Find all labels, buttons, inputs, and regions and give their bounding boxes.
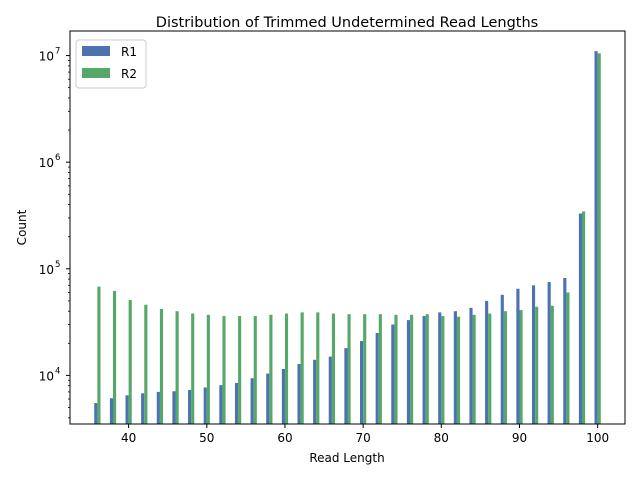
legend-swatch-r1 bbox=[82, 46, 110, 56]
bar-r1-74 bbox=[391, 324, 395, 424]
y-tick-exponent: 6 bbox=[55, 153, 60, 163]
y-tick-exponent: 4 bbox=[55, 366, 60, 376]
chart-title: Distribution of Trimmed Undetermined Rea… bbox=[156, 15, 538, 31]
bar-r1-88 bbox=[500, 294, 504, 424]
bar-r2-88 bbox=[503, 311, 507, 424]
x-axis-ticks: 40 50 60 70 80 90 100 bbox=[121, 424, 609, 445]
bar-r1-62 bbox=[297, 363, 301, 424]
bar-r2-58 bbox=[269, 314, 273, 424]
bar-r1-86 bbox=[485, 300, 489, 424]
bar-r1-48 bbox=[188, 389, 192, 424]
bar-r2-96 bbox=[566, 292, 570, 424]
bar-r2-74 bbox=[394, 314, 398, 424]
bar-r1-94 bbox=[547, 282, 551, 424]
bar-r1-90 bbox=[516, 288, 520, 424]
bar-r1-96 bbox=[563, 277, 567, 424]
bar-r2-78 bbox=[425, 314, 429, 424]
bar-r2-50 bbox=[206, 314, 210, 424]
bar-r1-54 bbox=[234, 382, 239, 424]
x-tick-label: 40 bbox=[121, 431, 136, 445]
bar-r1-50 bbox=[203, 387, 207, 424]
bar-r1-78 bbox=[422, 316, 426, 424]
bar-r1-52 bbox=[219, 385, 223, 424]
x-tick-label: 90 bbox=[512, 431, 527, 445]
bar-r2-82 bbox=[456, 316, 461, 424]
y-tick-label: 10 bbox=[39, 156, 54, 170]
bar-r2-80 bbox=[441, 316, 445, 424]
bar-r1-66 bbox=[328, 356, 332, 424]
bar-r2-84 bbox=[472, 314, 476, 424]
bar-r2-90 bbox=[519, 310, 523, 424]
y-axis-label: Count bbox=[15, 209, 29, 245]
bar-r2-54 bbox=[238, 316, 242, 424]
bar-r2-70 bbox=[363, 314, 367, 424]
bar-r2-64 bbox=[316, 312, 320, 424]
bar-r1-46 bbox=[172, 391, 176, 424]
bar-r1-76 bbox=[406, 320, 411, 424]
bar-r2-76 bbox=[410, 314, 414, 424]
legend: R1 R2 bbox=[75, 39, 147, 89]
bar-r2-66 bbox=[331, 313, 335, 424]
x-tick-label: 100 bbox=[586, 431, 609, 445]
y-tick-exponent: 5 bbox=[55, 260, 60, 270]
bar-r1-36 bbox=[94, 403, 98, 424]
bar-r1-56 bbox=[250, 378, 254, 424]
y-tick-label: 10 bbox=[39, 50, 54, 64]
bar-r2-38 bbox=[112, 290, 117, 424]
bar-r1-40 bbox=[125, 395, 129, 424]
bar-r1-84 bbox=[469, 307, 473, 424]
legend-swatch-r2 bbox=[82, 68, 110, 78]
bar-r2-98 bbox=[582, 211, 586, 424]
x-tick-label: 50 bbox=[199, 431, 214, 445]
x-tick-label: 80 bbox=[434, 431, 449, 445]
bar-r1-70 bbox=[360, 341, 364, 424]
x-tick-label: 60 bbox=[277, 431, 292, 445]
bar-r1-44 bbox=[156, 391, 160, 424]
bar-r2-62 bbox=[300, 312, 304, 424]
bar-r1-100 bbox=[594, 51, 598, 424]
bar-r2-46 bbox=[175, 311, 179, 424]
bar-r2-52 bbox=[222, 316, 226, 424]
y-tick-label: 10 bbox=[39, 263, 54, 277]
bar-r1-72 bbox=[375, 332, 379, 424]
bar-r1-42 bbox=[141, 393, 145, 424]
bar-r2-92 bbox=[535, 306, 539, 424]
bar-r1-92 bbox=[531, 285, 536, 424]
x-tick-label: 70 bbox=[355, 431, 370, 445]
bar-r2-56 bbox=[253, 316, 257, 424]
bar-r2-40 bbox=[128, 299, 132, 424]
y-tick-exponent: 7 bbox=[55, 47, 60, 57]
bar-r1-82 bbox=[453, 311, 457, 424]
y-tick-label: 10 bbox=[39, 369, 54, 383]
bar-r2-72 bbox=[378, 314, 382, 424]
bar-r2-44 bbox=[159, 308, 164, 424]
bars-group bbox=[94, 51, 601, 425]
bar-r2-36 bbox=[97, 286, 101, 424]
bar-r2-48 bbox=[191, 313, 195, 424]
plot-frame bbox=[69, 30, 626, 425]
bar-r2-94 bbox=[550, 305, 554, 424]
bar-r1-58 bbox=[266, 373, 270, 424]
bar-r1-64 bbox=[313, 359, 317, 424]
bar-r1-98 bbox=[578, 213, 583, 424]
bar-r1-60 bbox=[281, 368, 285, 424]
bar-r1-38 bbox=[109, 398, 113, 424]
x-axis-label: Read Length bbox=[309, 451, 384, 465]
bar-r2-100 bbox=[597, 53, 601, 425]
bar-r2-60 bbox=[284, 313, 289, 424]
bar-r2-68 bbox=[347, 314, 351, 424]
bar-r2-42 bbox=[144, 304, 148, 424]
bar-r2-86 bbox=[488, 313, 492, 424]
bar-r1-68 bbox=[344, 348, 348, 424]
legend-label-r1: R1 bbox=[121, 45, 137, 59]
bar-r1-80 bbox=[438, 312, 442, 424]
legend-label-r2: R2 bbox=[121, 67, 137, 81]
